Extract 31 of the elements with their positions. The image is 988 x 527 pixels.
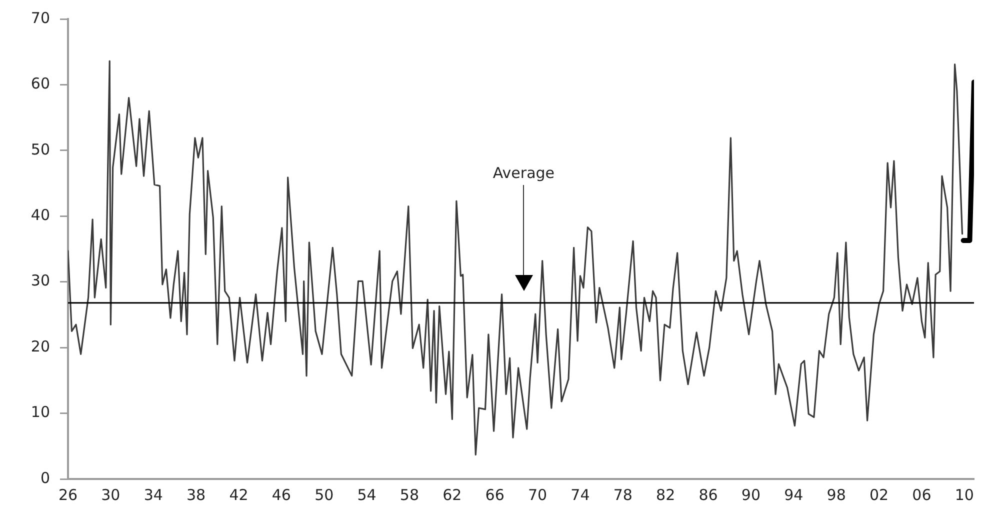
x-tick-label: 66 <box>485 486 504 504</box>
x-tick-label: 74 <box>570 486 590 504</box>
x-tick-label: 98 <box>826 486 846 504</box>
y-tick-label: 50 <box>30 140 50 158</box>
x-tick-label: 42 <box>229 486 248 504</box>
x-tick-label: 58 <box>400 486 420 504</box>
y-tick-label: 0 <box>40 468 50 487</box>
y-tick-label: 40 <box>30 206 50 224</box>
y-tick-label: 60 <box>30 74 50 93</box>
x-tick-label: 02 <box>869 486 889 504</box>
x-tick-label: 30 <box>101 486 120 504</box>
x-tick-label: 54 <box>357 486 376 504</box>
y-tick-label: 10 <box>30 403 50 422</box>
x-tick-label: 10 <box>954 486 974 504</box>
y-tick-label: 70 <box>30 8 50 27</box>
x-tick-label: 86 <box>698 486 718 504</box>
x-tick-label: 38 <box>186 486 206 504</box>
x-tick-label: 62 <box>442 486 462 504</box>
x-tick-label: 50 <box>314 486 334 504</box>
x-tick-label: 82 <box>656 486 676 504</box>
y-tick-label: 20 <box>30 337 50 356</box>
x-tick-label: 90 <box>741 486 761 504</box>
y-tick-label: 30 <box>30 272 50 290</box>
ref-line-label: Average <box>492 164 555 182</box>
x-tick-label: 26 <box>58 486 78 504</box>
x-tick-label: 46 <box>272 486 291 504</box>
x-tick-label: 70 <box>528 486 548 504</box>
x-tick-label: 34 <box>144 486 163 504</box>
x-tick-label: 78 <box>613 486 632 504</box>
x-tick-label: 06 <box>912 486 932 504</box>
x-tick-label: 94 <box>784 486 804 504</box>
